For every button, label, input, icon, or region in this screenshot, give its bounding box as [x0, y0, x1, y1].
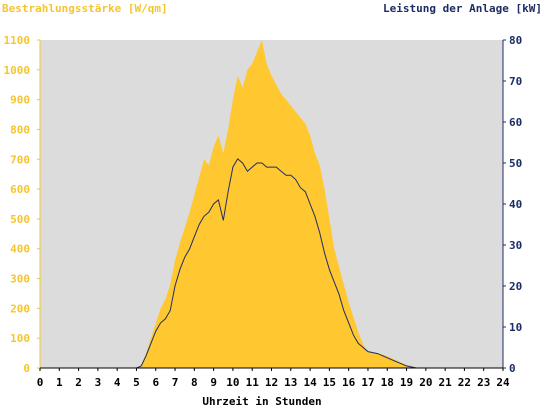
left-tick-label: 1100 [4, 34, 31, 47]
x-tick-label: 8 [191, 376, 198, 389]
x-tick-label: 20 [419, 376, 432, 389]
x-tick-label: 15 [323, 376, 336, 389]
left-tick-label: 500 [10, 213, 30, 226]
left-tick-label: 400 [10, 243, 30, 256]
irradiance-area [40, 40, 503, 368]
x-tick-label: 2 [75, 376, 82, 389]
x-tick-label: 6 [152, 376, 159, 389]
left-tick-label: 700 [10, 153, 30, 166]
left-tick-label: 200 [10, 302, 30, 315]
right-axis-title: Leistung der Anlage [kW] [383, 2, 542, 15]
right-tick-label: 10 [509, 321, 522, 334]
x-tick-label: 13 [284, 376, 297, 389]
right-tick-label: 50 [509, 157, 522, 170]
right-tick-label: 30 [509, 239, 522, 252]
right-tick-label: 80 [509, 34, 522, 47]
x-tick-label: 17 [361, 376, 374, 389]
x-tick-label: 4 [114, 376, 121, 389]
x-axis-label: Uhrzeit in Stunden [202, 395, 321, 408]
left-axis-ticks: 0 100 200 300 400 500 600 700 800 900 1000 1100 [4, 34, 40, 375]
right-tick-label: 40 [509, 198, 522, 211]
left-tick-label: 600 [10, 183, 30, 196]
x-tick-label: 19 [400, 376, 413, 389]
left-tick-label: 300 [10, 273, 30, 286]
left-tick-label: 1000 [4, 64, 31, 77]
x-tick-label: 5 [133, 376, 140, 389]
x-tick-label: 21 [439, 376, 453, 389]
right-tick-label: 20 [509, 280, 522, 293]
x-tick-label: 10 [226, 376, 239, 389]
x-tick-label: 12 [265, 376, 278, 389]
x-tick-label: 11 [246, 376, 260, 389]
x-tick-label: 22 [458, 376, 471, 389]
right-tick-label: 70 [509, 75, 522, 88]
left-axis-title: Bestrahlungsstärke [W/qm] [2, 2, 168, 15]
x-tick-label: 9 [210, 376, 217, 389]
x-tick-label: 1 [56, 376, 63, 389]
x-tick-label: 23 [477, 376, 490, 389]
right-tick-label: 60 [509, 116, 522, 129]
x-tick-label: 3 [95, 376, 102, 389]
x-tick-label: 24 [496, 376, 510, 389]
left-tick-label: 900 [10, 94, 30, 107]
x-tick-label: 7 [172, 376, 179, 389]
x-tick-label: 0 [37, 376, 44, 389]
x-tick-label: 14 [303, 376, 317, 389]
right-axis-ticks: 0 10 20 30 40 50 60 70 80 [503, 34, 522, 375]
left-tick-label: 0 [23, 362, 30, 375]
x-axis-ticks: 0 1 2 3 4 5 6 7 8 9 10 11 12 13 14 15 16 17 18 19 20 21 22 23 24 [37, 368, 510, 389]
left-tick-label: 100 [10, 332, 30, 345]
right-tick-label: 0 [509, 362, 516, 375]
x-tick-label: 18 [381, 376, 394, 389]
left-tick-label: 800 [10, 123, 30, 136]
x-tick-label: 16 [342, 376, 356, 389]
power-line [40, 158, 503, 369]
